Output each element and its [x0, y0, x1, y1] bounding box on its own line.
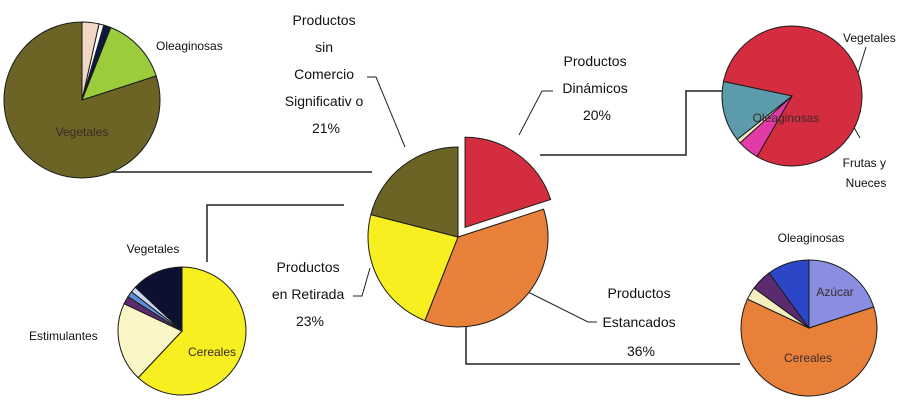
label-sin-comercio: Productos sin Comercio Significativ o 21…	[285, 12, 367, 136]
pie-slice-estancados-1	[740, 298, 878, 397]
label-vegetales-sin-comercio: Vegetales	[56, 125, 109, 139]
pie-slice-sin-comercio-1	[81, 26, 157, 101]
leader-vegetales-dinamicos	[857, 46, 867, 74]
pie-slice-main-3	[370, 146, 459, 238]
pie-dinamicos	[721, 25, 863, 167]
pie-slice-sin-comercio-4	[81, 21, 100, 101]
leader-retirada	[353, 267, 371, 297]
label-estimulantes-retirada: Estimulantes	[29, 329, 98, 343]
pie-slice-estancados-4	[768, 259, 810, 330]
label-oleaginosas-estancados: Oleaginosas	[778, 231, 845, 245]
label-cereales-retirada: Cereales	[188, 345, 236, 359]
pie-slice-dinamicos-3	[721, 80, 794, 141]
label-estancados: Productos Estancados 36%	[602, 285, 679, 359]
label-retirada: Productos en Retirada 23%	[272, 259, 348, 329]
pie-slice-retirada-5	[134, 266, 183, 333]
label-dinamicos: Productos Dinámicos 20%	[562, 53, 631, 123]
pie-retirada	[117, 266, 247, 396]
pie-slice-retirada-1	[117, 303, 183, 379]
connector-lines	[100, 90, 740, 365]
label-frutas-dinamicos: Frutas y Nueces	[843, 156, 890, 190]
label-vegetales-retirada: Vegetales	[127, 242, 180, 256]
pie-estancados	[740, 259, 878, 397]
pie-slice-main-0	[464, 136, 552, 228]
pie-slice-main-2	[367, 214, 459, 322]
leader-estancados	[521, 288, 597, 323]
pie-slice-main-1	[424, 208, 549, 328]
leader-dinamicos	[518, 90, 553, 136]
label-vegetales-dinamicos: Vegetales	[843, 31, 896, 45]
label-oleaginosas-dinamicos: Oleaginosas	[753, 111, 820, 125]
label-cereales-estancados: Cereales	[784, 351, 832, 365]
connector-dinamicos	[540, 90, 730, 156]
pie-slice-estancados-0	[808, 259, 875, 329]
leader-sin-comercio	[367, 76, 406, 148]
pie-slice-retirada-0	[137, 266, 247, 396]
pie-sin-comercio	[3, 21, 161, 179]
connector-retirada	[206, 204, 344, 262]
label-azucar-estancados: Azúcar	[816, 285, 853, 299]
connector-estancados	[465, 325, 740, 365]
main-pie	[367, 136, 552, 328]
label-oleaginosas-sin-comercio: Oleaginosas	[156, 39, 223, 53]
